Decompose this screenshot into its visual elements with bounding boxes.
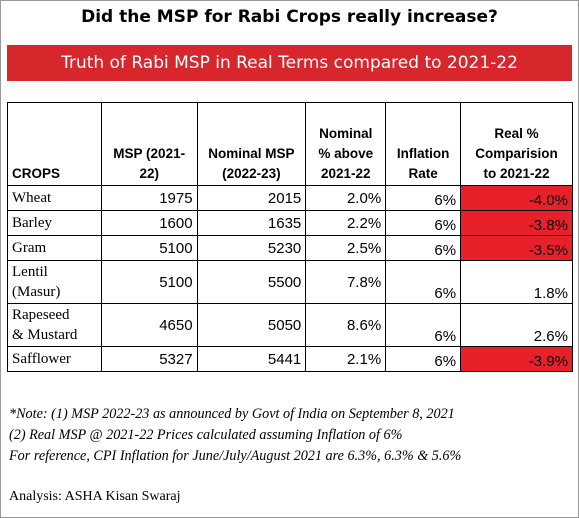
crop-name: Lentil (Masur) <box>7 260 102 304</box>
cell: 2.2% <box>305 210 387 236</box>
table-row: Rapeseed & Mustard 4650 5050 8.6% 6% 2.6% <box>7 303 573 347</box>
crop-name: Safflower <box>7 346 102 372</box>
table-row: Gram 5100 5230 2.5% 6% -3.5% <box>7 235 573 261</box>
crop-name: Wheat <box>7 185 102 211</box>
cell: 5327 <box>100 346 198 372</box>
cell: 1975 <box>100 185 198 211</box>
column-header: MSP (2021- 22) <box>100 102 198 186</box>
column-header: Inflation Rate <box>385 102 462 186</box>
cell: -3.9% <box>460 346 573 372</box>
cell: 5500 <box>196 260 307 304</box>
cell: 6% <box>385 260 462 304</box>
cell: 2.1% <box>305 346 387 372</box>
cell: 5441 <box>196 346 307 372</box>
cell: 5230 <box>196 235 307 261</box>
cell: 1635 <box>196 210 307 236</box>
crop-name: Barley <box>7 210 102 236</box>
cell: 6% <box>385 210 462 236</box>
footer: Analysis: ASHA Kisan Swaraj <box>9 489 181 504</box>
cell: 5100 <box>100 260 198 304</box>
cell: 1.8% <box>460 260 573 304</box>
cell: 1600 <box>100 210 198 236</box>
table-row: Barley 1600 1635 2.2% 6% -3.8% <box>7 210 573 236</box>
crop-name: Gram <box>7 235 102 261</box>
cell: 8.6% <box>305 303 387 347</box>
note-line: For reference, CPI Inflation for June/Ju… <box>9 448 462 464</box>
msp-table: CROPS MSP (2021- 22) Nominal MSP (2022-23)… <box>7 102 573 372</box>
cell: -3.5% <box>460 235 573 261</box>
cell: -4.0% <box>460 185 573 211</box>
cell: 6% <box>385 185 462 211</box>
cell: 2.0% <box>305 185 387 211</box>
cell: -3.8% <box>460 210 573 236</box>
cell: 6% <box>385 303 462 347</box>
cell: 4650 <box>100 303 198 347</box>
header-row: CROPS MSP (2021- 22) Nominal MSP (2022-23)… <box>7 102 573 186</box>
table-row: Lentil (Masur) 5100 5500 7.8% 6% 1.8% <box>7 260 573 304</box>
column-header: Real % Comparision to 2021-22 <box>460 102 573 186</box>
note-line: (2) Real MSP @ 2021-22 Prices calculated… <box>9 427 403 443</box>
banner: Truth of Rabi MSP in Real Terms compared… <box>7 45 572 81</box>
notes: *Note: (1) MSP 2022-23 as announced by G… <box>9 404 461 467</box>
column-header: Nominal % above 2021-22 <box>305 102 387 186</box>
column-header: Nominal MSP (2022-23) <box>196 102 307 186</box>
table-row: Safflower 5327 5441 2.1% 6% -3.9% <box>7 346 573 372</box>
crop-name: Rapeseed & Mustard <box>7 303 102 347</box>
cell: 2.6% <box>460 303 573 347</box>
note-line: *Note: (1) MSP 2022-23 as announced by G… <box>9 406 455 422</box>
cell: 2015 <box>196 185 307 211</box>
cell: 2.5% <box>305 235 387 261</box>
cell: 6% <box>385 235 462 261</box>
title: Did the MSP for Rabi Crops really increa… <box>81 7 498 27</box>
cell: 6% <box>385 346 462 372</box>
cell: 7.8% <box>305 260 387 304</box>
cell: 5050 <box>196 303 307 347</box>
cell: 5100 <box>100 235 198 261</box>
table-row: Wheat 1975 2015 2.0% 6% -4.0% <box>7 185 573 211</box>
column-header: CROPS <box>7 102 102 186</box>
